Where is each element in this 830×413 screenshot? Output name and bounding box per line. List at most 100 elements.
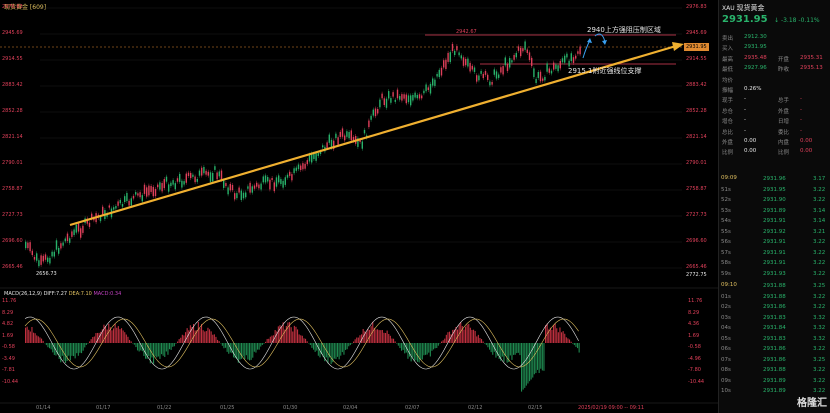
macd-bar bbox=[492, 343, 494, 355]
tick-row[interactable]: 2931.88 3.25 bbox=[721, 283, 829, 293]
macd-bar bbox=[106, 329, 108, 343]
macd-bar bbox=[31, 326, 33, 343]
macd-left-tick: 8.29 bbox=[2, 309, 14, 316]
tick-row[interactable]: 01s 2931.88 3.22 bbox=[721, 294, 829, 304]
macd-bar bbox=[509, 343, 511, 356]
macd-bar bbox=[231, 343, 233, 354]
tick-row[interactable]: 07s 2931.86 3.25 bbox=[721, 357, 829, 367]
left-axis-tick: 2665.46 bbox=[2, 264, 23, 270]
tick-row[interactable]: 09s 2931.89 3.22 bbox=[721, 378, 829, 388]
date-tick: 02/04 bbox=[343, 405, 358, 411]
macd-bar bbox=[194, 330, 196, 343]
right-axis-tick: 2665.46 bbox=[686, 264, 707, 270]
macd-bar bbox=[161, 343, 163, 355]
tick-row[interactable]: 04s 2931.84 3.32 bbox=[721, 325, 829, 335]
macd-bar bbox=[29, 331, 31, 343]
macd-bar bbox=[239, 343, 241, 360]
tick-row[interactable]: 55s 2931.92 3.21 bbox=[721, 229, 829, 239]
macd-bar bbox=[469, 327, 471, 343]
macd-bar bbox=[557, 332, 559, 343]
tick-time: 58s bbox=[721, 260, 731, 266]
tick-row[interactable]: 57s 2931.91 3.22 bbox=[721, 250, 829, 260]
macd-bar bbox=[130, 341, 132, 343]
macd-bar bbox=[140, 343, 142, 351]
tick-time: 05s bbox=[721, 335, 731, 342]
macd-bar bbox=[554, 323, 556, 343]
stat-value: 2931.95 bbox=[744, 44, 767, 51]
tick-row[interactable]: 56s 2931.91 3.22 bbox=[721, 239, 829, 249]
tick-time: 56s bbox=[721, 239, 731, 245]
macd-bar bbox=[175, 343, 177, 344]
macd-bar bbox=[218, 341, 220, 343]
tick-row[interactable]: 54s 2931.91 3.14 bbox=[721, 218, 829, 228]
macd-bar bbox=[279, 325, 281, 343]
macd-bar bbox=[34, 333, 36, 343]
tick-row[interactable]: 51s 2931.95 3.22 bbox=[721, 187, 829, 197]
macd-bar bbox=[135, 343, 137, 348]
macd-bar bbox=[153, 343, 155, 364]
quote-panel: XAU 现货黄金 2931.95 ↓ -3.18 -0.11% 卖出 2912.3… bbox=[718, 0, 830, 413]
macd-bar bbox=[191, 327, 193, 343]
stat-label: 均价 bbox=[722, 77, 734, 84]
macd-bar bbox=[172, 343, 174, 347]
stat-label2: 昨收 bbox=[778, 67, 790, 74]
macd-bar bbox=[404, 343, 406, 354]
macd-bar bbox=[453, 329, 455, 343]
tick-row[interactable]: 02s 2931.86 3.22 bbox=[721, 304, 829, 314]
price-chart[interactable] bbox=[0, 0, 718, 413]
date-tick: 02/12 bbox=[468, 405, 483, 411]
tick-row[interactable]: 52s 2931.90 3.22 bbox=[721, 197, 829, 207]
macd-bar bbox=[162, 343, 164, 356]
tick-row[interactable]: 05s 2931.83 3.32 bbox=[721, 336, 829, 346]
tick-row[interactable]: 59s 2931.93 3.22 bbox=[721, 271, 829, 281]
macd-bar bbox=[81, 343, 83, 354]
macd-bar bbox=[205, 331, 207, 343]
macd-bar bbox=[513, 343, 515, 355]
chart-area[interactable]: 现货黄金 [609] 2976.83 2945.69 2914.55 2883.42 2… bbox=[0, 0, 718, 413]
macd-bar bbox=[36, 335, 38, 343]
stat-value2: - bbox=[800, 127, 802, 134]
macd-bar bbox=[399, 343, 401, 349]
tick-row[interactable]: 10s 2931.89 3.22 bbox=[721, 388, 829, 398]
blue-arrow-up bbox=[582, 39, 591, 59]
tick-qty: 3.22 bbox=[813, 346, 826, 352]
macd-bar bbox=[418, 343, 420, 363]
macd-bar bbox=[217, 339, 219, 343]
tick-row[interactable]: 03s 2931.83 3.32 bbox=[721, 315, 829, 325]
tick-row[interactable]: 06s 2931.86 3.22 bbox=[721, 346, 829, 356]
tick-row[interactable]: 53s 2931.89 3.14 bbox=[721, 208, 829, 218]
stat-value: - bbox=[744, 127, 746, 134]
stat-label: 买入 bbox=[722, 46, 734, 53]
macd-bar bbox=[284, 329, 286, 343]
macd-dea: DEA:7.10 bbox=[68, 291, 92, 297]
tick-price: 2931.95 bbox=[763, 186, 786, 193]
macd-bar bbox=[79, 343, 81, 353]
macd-bar bbox=[445, 334, 447, 343]
macd-bar bbox=[148, 343, 150, 357]
tick-price: 2931.86 bbox=[763, 356, 786, 363]
macd-bar bbox=[33, 332, 35, 343]
macd-bar bbox=[42, 340, 44, 343]
macd-bar bbox=[397, 343, 399, 346]
tick-price: 2931.92 bbox=[763, 228, 786, 235]
right-axis-tick: 2821.14 bbox=[686, 134, 707, 140]
tick-row[interactable]: 58s 2931.91 3.22 bbox=[721, 260, 829, 270]
macd-bar bbox=[167, 343, 169, 355]
stat-value: - bbox=[744, 96, 746, 103]
macd-bar bbox=[303, 338, 305, 343]
macd-bar bbox=[260, 343, 262, 347]
macd-bar bbox=[103, 324, 105, 343]
macd-bar bbox=[429, 343, 431, 357]
macd-bar bbox=[287, 322, 289, 343]
tick-row[interactable]: 2931.96 3.17 bbox=[721, 176, 829, 186]
macd-bar bbox=[309, 343, 311, 346]
macd-bar bbox=[258, 343, 260, 350]
quote-symbol: XAU bbox=[722, 5, 735, 12]
date-tick: 01/22 bbox=[157, 405, 172, 411]
tick-qty: 3.22 bbox=[813, 260, 826, 266]
tick-price: 2931.88 bbox=[763, 367, 786, 373]
macd-bar bbox=[385, 333, 387, 343]
tick-row[interactable]: 08s 2931.88 3.22 bbox=[721, 367, 829, 377]
tick-qty: 3.17 bbox=[813, 176, 826, 182]
macd-bar bbox=[564, 333, 566, 343]
